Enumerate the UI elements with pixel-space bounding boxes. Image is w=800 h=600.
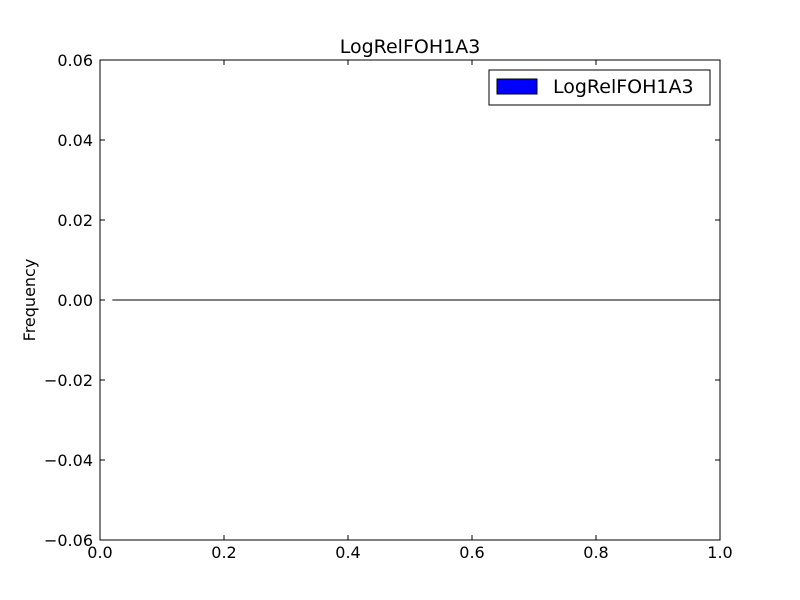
y-tick-label: 0.00 (57, 291, 93, 310)
y-tick-label: 0.06 (57, 51, 93, 70)
x-tick-label: 0.4 (335, 543, 360, 562)
y-tick-label: 0.04 (57, 131, 93, 150)
x-tick-label: 0.2 (211, 543, 236, 562)
y-axis-label: Frequency (20, 259, 39, 342)
legend: LogRelFOH1A3 (488, 69, 711, 106)
x-tick-label: 0.8 (583, 543, 608, 562)
x-axis-ticks: 0.0 0.2 0.4 0.6 0.8 1.0 (87, 60, 733, 562)
chart-title: LogRelFOH1A3 (340, 36, 481, 58)
x-tick-label: 0.6 (459, 543, 484, 562)
y-tick-label: −0.06 (44, 531, 93, 550)
y-tick-label: −0.02 (44, 371, 93, 390)
x-tick-label: 0.0 (87, 543, 112, 562)
y-axis-ticks: 0.06 0.04 0.02 0.00 −0.02 −0.04 −0.06 (44, 51, 720, 550)
y-tick-label: −0.04 (44, 451, 93, 470)
y-tick-label: 0.02 (57, 211, 93, 230)
plot-area (99, 59, 721, 541)
legend-entry-label: LogRelFOH1A3 (553, 76, 694, 98)
x-tick-label: 1.0 (707, 543, 732, 562)
legend-swatch (496, 78, 538, 95)
